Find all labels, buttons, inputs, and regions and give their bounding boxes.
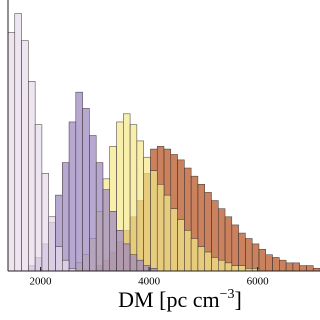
histogram-bar bbox=[143, 156, 151, 272]
histogram-bar bbox=[211, 257, 219, 272]
histogram-bar bbox=[55, 246, 63, 272]
x-label-sup: −3 bbox=[220, 287, 235, 302]
histogram-bar bbox=[177, 219, 185, 272]
x-tick-label: 6000 bbox=[247, 276, 270, 288]
histogram-bar bbox=[299, 265, 307, 272]
histogram-bar bbox=[136, 140, 144, 272]
bars bbox=[7, 13, 320, 272]
histogram-bar bbox=[190, 238, 199, 272]
x-tick-label: 2000 bbox=[30, 276, 53, 288]
histogram-bar bbox=[163, 194, 172, 272]
histogram-bar bbox=[68, 121, 77, 272]
x-axis-title: DM [pc cm−3] bbox=[118, 287, 242, 312]
histogram-bar bbox=[218, 259, 226, 272]
histogram-bar bbox=[251, 243, 260, 272]
histogram-bar bbox=[224, 262, 233, 272]
histogram-bar bbox=[89, 135, 97, 272]
histogram-bar bbox=[156, 184, 165, 272]
histogram-bar bbox=[102, 189, 110, 272]
histogram-bar bbox=[150, 170, 158, 272]
histogram-bar bbox=[109, 211, 117, 272]
histogram-bar bbox=[62, 259, 70, 272]
histogram-bar bbox=[285, 262, 294, 272]
histogram-bar bbox=[75, 91, 83, 272]
x-tick-label: 4000 bbox=[138, 276, 161, 288]
histogram-bar bbox=[14, 13, 22, 272]
histogram-bar bbox=[28, 81, 36, 272]
x-label-close: ] bbox=[235, 287, 242, 312]
histogram-bar bbox=[279, 259, 287, 272]
histogram-bar bbox=[116, 230, 124, 272]
histogram-bar bbox=[21, 40, 29, 272]
histogram-bar bbox=[129, 124, 138, 272]
histogram-bar bbox=[197, 246, 205, 272]
histogram-bar bbox=[245, 238, 253, 272]
histogram-bar bbox=[238, 265, 246, 272]
histogram-bar bbox=[41, 173, 49, 272]
histogram-bar bbox=[238, 232, 246, 272]
histogram-bar bbox=[7, 32, 16, 272]
x-label-text: DM [pc cm bbox=[118, 287, 219, 312]
histogram-bar bbox=[34, 124, 43, 272]
histogram-bar bbox=[48, 216, 56, 272]
histogram-bar bbox=[272, 257, 280, 272]
histogram-bar bbox=[231, 224, 239, 272]
histogram-bar bbox=[170, 208, 178, 272]
histogram-bar bbox=[123, 243, 131, 272]
histogram-bar bbox=[136, 259, 144, 272]
histogram-bar bbox=[62, 162, 70, 272]
histogram-bar bbox=[82, 108, 90, 272]
histogram-bar bbox=[95, 162, 104, 272]
histogram-bar bbox=[258, 249, 266, 272]
histogram-bar bbox=[184, 230, 192, 272]
histogram-bar bbox=[292, 262, 300, 272]
histogram-bar bbox=[129, 254, 138, 272]
histogram-bar bbox=[265, 254, 273, 272]
histogram-bar bbox=[231, 265, 239, 272]
histogram-bar bbox=[204, 251, 212, 272]
histogram-bar bbox=[306, 265, 314, 272]
